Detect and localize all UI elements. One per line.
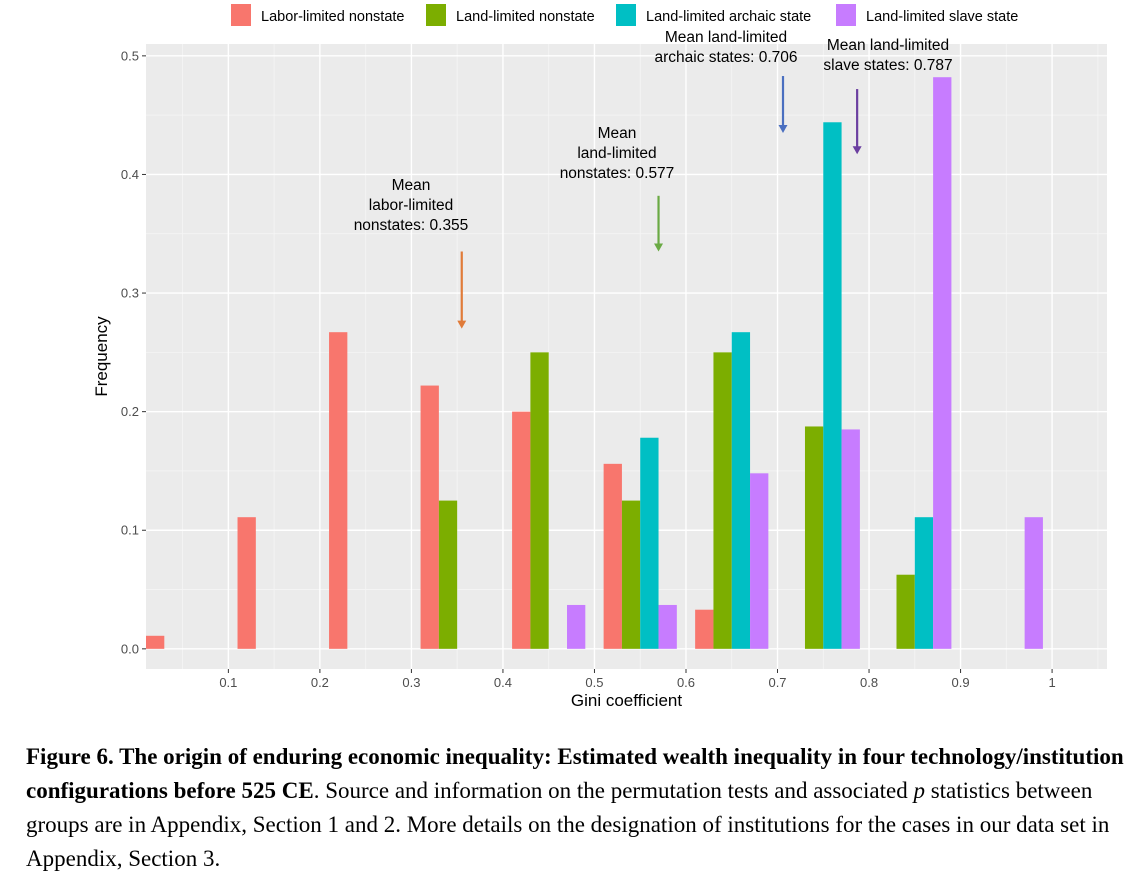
x-tick-label: 0.9	[952, 675, 970, 690]
caption-title: Figure 6. The origin of enduring economi…	[26, 744, 1124, 803]
bar	[146, 635, 165, 649]
bar	[933, 77, 952, 649]
annotation-text: nonstates: 0.355	[354, 217, 469, 234]
annotation-text: slave states: 0.787	[823, 57, 952, 74]
annotation-arrow-head	[457, 320, 467, 329]
x-tick-label: 0.2	[311, 675, 329, 690]
caption-text-1: . Source and information on the permutat…	[313, 778, 914, 803]
bar	[621, 500, 641, 649]
legend-label: Land-limited nonstate	[456, 9, 595, 25]
figure-caption: Figure 6. The origin of enduring economi…	[26, 740, 1126, 876]
bar	[1024, 517, 1043, 649]
bar	[640, 437, 659, 649]
legend-swatch	[616, 4, 636, 26]
legend-label: Land-limited slave state	[866, 9, 1018, 25]
bar	[512, 411, 531, 649]
bar	[750, 473, 769, 649]
x-tick-label: 1	[1048, 675, 1055, 690]
annotation-text: nonstates: 0.577	[560, 165, 675, 182]
y-tick-label: 0.5	[121, 48, 139, 63]
annotation-text: labor-limited	[369, 197, 453, 214]
legend-label: Labor-limited nonstate	[261, 9, 404, 25]
annotation-text: Mean land-limited	[665, 29, 787, 46]
bar	[841, 429, 860, 649]
legend-swatch	[426, 4, 446, 26]
caption-p-symbol: p	[913, 778, 925, 803]
bar	[914, 517, 934, 649]
annotation-text: Mean	[392, 177, 431, 194]
bar	[438, 500, 458, 649]
legend-swatch	[231, 4, 251, 26]
bar	[731, 332, 751, 649]
x-tick-label: 0.7	[768, 675, 786, 690]
bar	[896, 574, 915, 649]
bar	[329, 332, 348, 649]
caption-text-2: statistics between groups are in Appendi…	[26, 778, 1110, 871]
annotation-text: Mean	[598, 125, 637, 142]
x-tick-label: 0.1	[219, 675, 237, 690]
y-tick-label: 0.0	[121, 641, 139, 656]
bar	[658, 604, 677, 649]
x-tick-label: 0.3	[402, 675, 420, 690]
bar	[567, 604, 586, 649]
y-tick-label: 0.4	[121, 167, 139, 182]
legend-label: Land-limited archaic state	[646, 9, 811, 25]
x-axis-title: Gini coefficient	[571, 691, 682, 710]
y-axis-title: Frequency	[92, 316, 111, 397]
bar	[804, 426, 824, 649]
chart: 0.1 0.2 0.3 0.4 0.5 0.6 0.7 0.8 0.9 1 0.0 0.1 0.2 0.3…	[92, 4, 1107, 710]
y-tick-label: 0.2	[121, 404, 139, 419]
annotation-arrow-head	[778, 124, 788, 133]
annotation-arrow-head	[852, 146, 862, 155]
bar	[695, 609, 714, 649]
x-tick-label: 0.5	[585, 675, 603, 690]
legend-swatch	[836, 4, 856, 26]
bar	[823, 122, 842, 649]
y-tick-label: 0.1	[121, 523, 139, 538]
x-tick-label: 0.8	[860, 675, 878, 690]
bar	[420, 385, 439, 649]
x-tick-label: 0.4	[494, 675, 512, 690]
bar	[603, 463, 622, 649]
annotation-arrow-head	[654, 243, 664, 252]
bar	[530, 352, 549, 649]
annotation-text: Mean land-limited	[827, 37, 949, 54]
bar	[237, 517, 256, 649]
annotation-text: archaic states: 0.706	[654, 49, 797, 66]
x-tick-label: 0.6	[677, 675, 695, 690]
bar	[713, 352, 732, 649]
annotation-text: land-limited	[577, 145, 656, 162]
y-tick-label: 0.3	[121, 286, 139, 301]
